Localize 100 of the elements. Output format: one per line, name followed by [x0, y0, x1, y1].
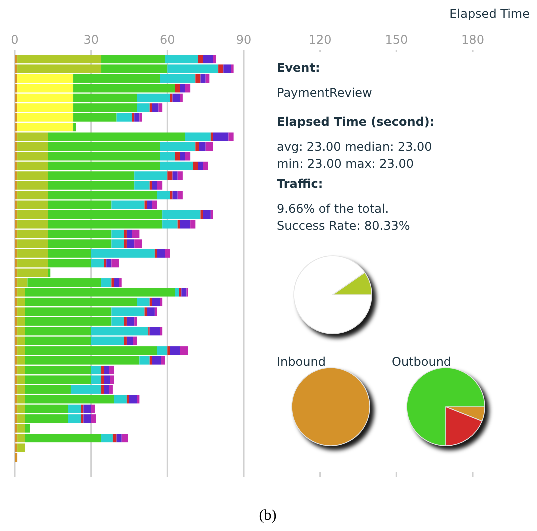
- bar: [210, 132, 214, 142]
- bar: [182, 288, 187, 297]
- bar: [193, 162, 198, 170]
- bar: [178, 191, 183, 200]
- bar: [231, 64, 234, 74]
- bar: [157, 249, 166, 258]
- bar: [104, 259, 107, 268]
- bar: [154, 308, 158, 316]
- bar: [124, 317, 127, 326]
- bar: [200, 210, 204, 220]
- bar: [112, 200, 145, 210]
- bar: [157, 191, 170, 200]
- bar: [213, 55, 216, 64]
- bar: [180, 84, 186, 93]
- bar: [198, 55, 204, 64]
- bar: [172, 191, 178, 200]
- x-tick-label: 120: [308, 33, 332, 47]
- bar: [185, 84, 191, 93]
- pie-slice: [294, 256, 372, 334]
- bar: [160, 298, 163, 307]
- bar: [112, 434, 117, 443]
- bar: [116, 434, 122, 443]
- pie-slice: [406, 368, 486, 446]
- bar: [160, 327, 163, 336]
- annotation: avg: 23.00 median: 23.00: [277, 140, 432, 154]
- bar: [172, 94, 180, 102]
- bar: [150, 298, 152, 307]
- bar: [134, 317, 138, 326]
- bar: [206, 142, 214, 152]
- bar: [172, 172, 178, 180]
- bar: [190, 220, 196, 229]
- bar: [158, 104, 163, 112]
- bar: [137, 395, 140, 404]
- bar: [126, 336, 134, 346]
- bar: [210, 210, 214, 220]
- bar: [124, 336, 127, 346]
- bar: [213, 132, 229, 142]
- bar: [180, 220, 191, 229]
- x-axis-title: Elapsed Time: [450, 7, 530, 21]
- bar: [180, 346, 188, 356]
- bar: [106, 259, 112, 268]
- bar: [144, 200, 148, 210]
- text: Event:: [277, 61, 320, 75]
- bar: [147, 200, 152, 210]
- bar: [150, 104, 152, 112]
- bar: [152, 181, 158, 190]
- bar: [200, 74, 206, 83]
- bar: [180, 152, 186, 161]
- bar: [165, 249, 170, 258]
- chart-title: Inbound: [277, 355, 326, 369]
- text: Traffic:: [277, 177, 324, 191]
- bar: [102, 278, 112, 288]
- text: PaymentReview: [277, 86, 373, 100]
- x-tick-label: 180: [462, 33, 484, 47]
- bar: [130, 395, 138, 404]
- bar: [152, 104, 159, 112]
- bar: [102, 434, 113, 443]
- bar: [152, 200, 158, 210]
- x-tick-label: 0: [11, 33, 19, 47]
- bar: [140, 113, 142, 122]
- bar: [196, 74, 201, 83]
- bar: [122, 434, 128, 443]
- bar: [224, 64, 232, 74]
- bar: [175, 152, 180, 161]
- bar: [126, 395, 130, 404]
- bar: [175, 288, 180, 297]
- bar: [228, 132, 234, 142]
- text: (b): [259, 508, 277, 524]
- bar: [206, 74, 210, 83]
- bar: [185, 152, 191, 161]
- bar: [168, 346, 170, 356]
- bar: [114, 395, 127, 404]
- bar: [116, 113, 132, 122]
- bar: [133, 336, 138, 346]
- bar: [178, 220, 180, 229]
- chart-title: Outbound: [392, 355, 452, 369]
- bar: [144, 308, 148, 316]
- bar: [154, 249, 158, 258]
- bar: [161, 356, 166, 365]
- bar: [180, 94, 183, 102]
- bar: [126, 317, 135, 326]
- bar: [112, 278, 114, 288]
- bar: [157, 181, 163, 190]
- bar: [140, 356, 150, 365]
- bar: [150, 181, 152, 190]
- bar: [218, 64, 224, 74]
- bar: [132, 113, 135, 122]
- bar: [170, 191, 173, 200]
- annotation: Success Rate: 80.33%: [277, 219, 410, 233]
- x-tick-label: 60: [160, 33, 176, 47]
- bar: [179, 288, 182, 297]
- annotation: 9.66% of the total.: [277, 202, 390, 216]
- bar: [178, 172, 183, 180]
- bar: [203, 55, 214, 64]
- bar: [150, 356, 152, 365]
- bar: [150, 327, 160, 336]
- bar: [170, 94, 173, 102]
- annotation: min: 23.00 max: 23.00: [277, 157, 414, 171]
- bar: [203, 210, 211, 220]
- bar: [199, 142, 206, 152]
